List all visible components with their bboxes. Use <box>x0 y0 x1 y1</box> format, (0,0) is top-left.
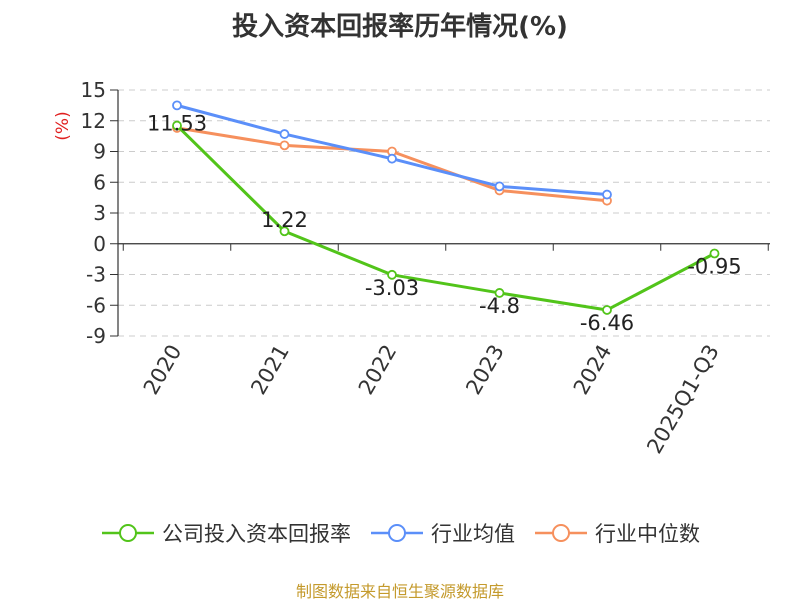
data-label: -0.95 <box>687 254 741 278</box>
legend-item: 行业均值 <box>369 518 515 548</box>
data-label: 1.22 <box>261 208 308 232</box>
grid-lines <box>118 89 770 337</box>
data-point <box>494 288 505 298</box>
data-point <box>602 305 612 315</box>
y-tick-label: 6 <box>93 170 106 194</box>
legend-item: 行业中位数 <box>533 518 700 548</box>
y-tick-label: -9 <box>86 324 106 348</box>
x-tick-label: 2020 <box>139 341 187 399</box>
data-label: -3.03 <box>365 276 419 300</box>
y-tick-label: 9 <box>93 140 106 164</box>
source-note: 制图数据来自恒生聚源数据库 <box>295 582 504 601</box>
y-tick-label: -3 <box>86 263 106 287</box>
x-tick-label: 2023 <box>461 341 509 399</box>
series-lines <box>172 100 720 315</box>
data-point <box>387 269 397 280</box>
x-tick-label: 2025Q1-Q3 <box>642 341 724 458</box>
data-label: -6.46 <box>580 311 634 335</box>
data-labels: 11.53 1.22 -3.03 -4.8 -6.46 -0.95 <box>147 112 742 335</box>
x-tick-label: 2024 <box>569 341 617 399</box>
chart-title: 投入资本回报率历年情况(%) <box>232 12 568 42</box>
data-point <box>279 129 290 139</box>
data-point <box>494 181 505 192</box>
legend-label: 行业均值 <box>431 522 515 546</box>
data-point <box>709 248 720 259</box>
data-label: 11.53 <box>147 112 207 136</box>
data-point <box>279 226 290 237</box>
y-tick-label: 3 <box>93 201 106 225</box>
data-point <box>387 153 397 164</box>
legend: 公司投入资本回报率 行业均值 行业中位数 <box>0 518 800 548</box>
y-tick-label: 0 <box>93 232 106 256</box>
y-tick-label: 15 <box>81 78 106 102</box>
y-axis-label: (%) <box>53 111 73 140</box>
legend-item: 公司投入资本回报率 <box>100 518 351 548</box>
data-point <box>172 120 182 131</box>
data-point <box>279 140 290 151</box>
series-line <box>175 124 716 312</box>
legend-label: 行业中位数 <box>595 522 700 546</box>
y-tick-label: 12 <box>81 109 106 133</box>
legend-label: 公司投入资本回报率 <box>162 522 351 546</box>
data-point <box>172 100 182 111</box>
y-tick-label: -6 <box>86 293 106 317</box>
legend-swatch <box>535 524 587 542</box>
data-point <box>602 189 612 200</box>
legend-swatch <box>102 524 154 542</box>
x-tick-label: 2021 <box>246 341 294 399</box>
x-tick-label: 2022 <box>354 341 402 399</box>
data-label: -4.8 <box>479 294 520 318</box>
legend-swatch <box>371 524 423 542</box>
